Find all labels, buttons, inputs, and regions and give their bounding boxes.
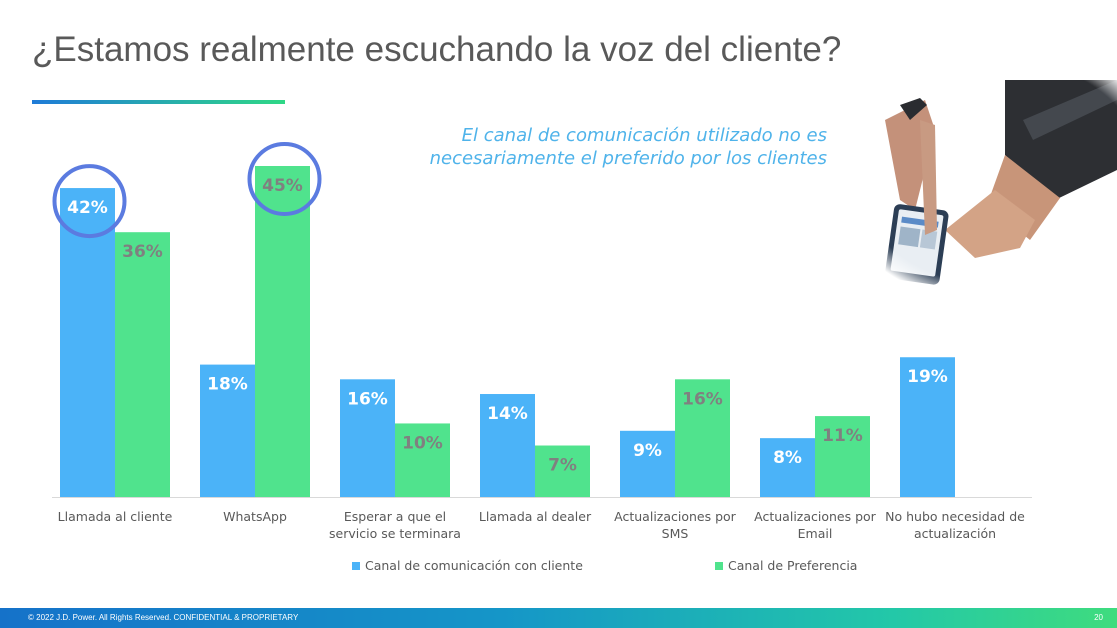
data-label-preferencia-0: 36% <box>122 242 163 262</box>
callout-note: El canal de comunicación utilizado no es… <box>429 125 827 169</box>
data-label-comunicacion-0: 42% <box>67 198 108 218</box>
legend-label-series1: Canal de comunicación con cliente <box>365 558 583 573</box>
bar-comunicacion-5 <box>760 438 815 497</box>
bar-preferencia-1 <box>255 166 310 497</box>
category-label-0: Llamada al cliente <box>58 509 173 524</box>
data-label-comunicacion-3: 14% <box>487 404 528 424</box>
bar-preferencia-3 <box>535 445 590 497</box>
legend-item-series1: Canal de comunicación con cliente <box>352 558 583 573</box>
highlight-circle-0 <box>52 164 127 239</box>
footer-bar: © 2022 J.D. Power. All Rights Reserved. … <box>0 608 1117 628</box>
bar-comunicacion-4 <box>620 430 675 497</box>
data-label-preferencia-1: 45% <box>262 176 303 196</box>
bar-comunicacion-2 <box>340 379 395 497</box>
hand-phone-photo <box>855 80 1117 285</box>
title-underline <box>32 100 285 104</box>
legend-label-series2: Canal de Preferencia <box>728 558 858 573</box>
category-label-6-line0: No hubo necesidad de <box>885 509 1025 524</box>
legend-swatch-series1 <box>352 561 360 570</box>
data-label-comunicacion-2: 16% <box>347 389 388 409</box>
bar-preferencia-5 <box>815 416 870 497</box>
data-label-comunicacion-6: 19% <box>907 367 948 387</box>
bar-comunicacion-6 <box>900 357 955 497</box>
category-label-1: WhatsApp <box>223 509 287 524</box>
highlight-circle-1 <box>247 142 322 216</box>
data-label-comunicacion-4: 9% <box>633 441 662 461</box>
bar-comunicacion-1 <box>200 364 255 497</box>
copyright-text: © 2022 J.D. Power. All Rights Reserved. … <box>28 613 299 622</box>
category-label-5-line0: Actualizaciones por <box>754 509 877 524</box>
data-label-preferencia-5: 11% <box>822 426 863 446</box>
legend-swatch-series2 <box>715 561 723 570</box>
category-label-3: Llamada al dealer <box>479 509 592 524</box>
bar-preferencia-4 <box>675 379 730 497</box>
bar-preferencia-0 <box>115 232 170 497</box>
category-label-4-line0: Actualizaciones por <box>614 509 737 524</box>
category-label-5-line1: Email <box>798 526 833 541</box>
legend-item-series2: Canal de Preferencia <box>715 558 857 573</box>
data-label-preferencia-3: 7% <box>548 456 577 476</box>
bar-chart: 42% 18% 16% 14% 9% 8% 19% 36% 45% 10% 7% 16% 11% Llam… <box>52 142 1032 541</box>
data-label-comunicacion-1: 18% <box>207 375 248 395</box>
bar-comunicacion-0 <box>60 188 115 498</box>
page-number: 20 <box>1094 613 1103 622</box>
category-label-2-line1: servicio se terminara <box>329 526 461 541</box>
data-label-preferencia-4: 16% <box>682 389 723 409</box>
category-label-6-line1: actualización <box>914 526 996 541</box>
category-label-4-line1: SMS <box>662 526 689 541</box>
page-title: ¿Estamos realmente escuchando la voz del… <box>32 30 842 69</box>
bar-preferencia-2 <box>395 423 450 497</box>
data-label-comunicacion-5: 8% <box>773 448 802 468</box>
data-label-preferencia-2: 10% <box>402 433 443 453</box>
category-label-2-line0: Esperar a que el <box>344 509 446 524</box>
bar-comunicacion-3 <box>480 394 535 497</box>
